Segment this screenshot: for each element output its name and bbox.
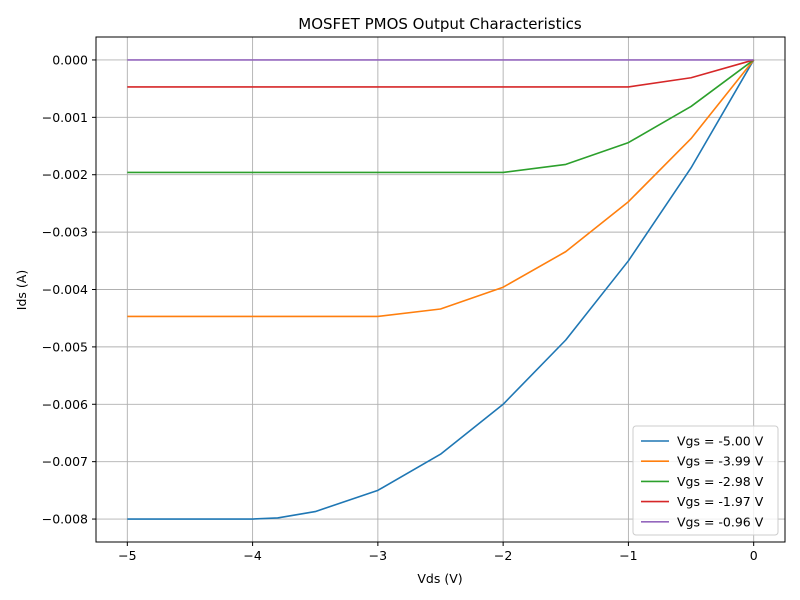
y-axis-label: Ids (A) [14, 270, 29, 310]
y-tick-label: 0.000 [52, 52, 88, 67]
legend: Vgs = -5.00 V Vgs = -3.99 V Vgs = -2.98 V V… [632, 425, 779, 536]
legend-label-4: Vgs = -1.97 V [677, 494, 764, 509]
x-axis-ticks: −5 −4 −3 −2 −1 0 [118, 542, 758, 563]
x-tick-label: −5 [118, 548, 136, 563]
x-tick-label: 0 [750, 548, 758, 563]
y-tick-label: −0.008 [42, 512, 88, 527]
y-tick-label: −0.006 [42, 397, 88, 412]
series-lines [127, 59, 755, 520]
x-tick-label: −3 [369, 548, 387, 563]
legend-label-2: Vgs = -3.99 V [677, 454, 764, 469]
y-tick-label: −0.001 [42, 110, 88, 125]
legend-label-3: Vgs = -2.98 V [677, 474, 764, 489]
y-tick-label: −0.005 [42, 339, 88, 354]
legend-label-5: Vgs = -0.96 V [677, 514, 764, 529]
y-tick-label: −0.004 [42, 282, 88, 297]
y-tick-label: −0.002 [42, 167, 88, 182]
chart-title: MOSFET PMOS Output Characteristics [298, 15, 582, 33]
series-line-4 [127, 59, 754, 88]
x-tick-label: −2 [494, 548, 512, 563]
series-line-2 [127, 59, 755, 318]
y-axis-ticks: 0.000 −0.001 −0.002 −0.003 −0.004 −0.005 −0.00… [42, 52, 96, 527]
x-axis-label: Vds (V) [417, 571, 462, 586]
y-tick-label: −0.007 [42, 454, 88, 469]
x-tick-label: −4 [243, 548, 261, 563]
series-line-1 [127, 59, 755, 520]
y-tick-label: −0.003 [42, 225, 88, 240]
legend-box [632, 425, 779, 536]
grid [96, 37, 785, 542]
series-line-3 [127, 59, 755, 174]
legend-label-1: Vgs = -5.00 V [677, 434, 764, 449]
x-tick-label: −1 [619, 548, 637, 563]
